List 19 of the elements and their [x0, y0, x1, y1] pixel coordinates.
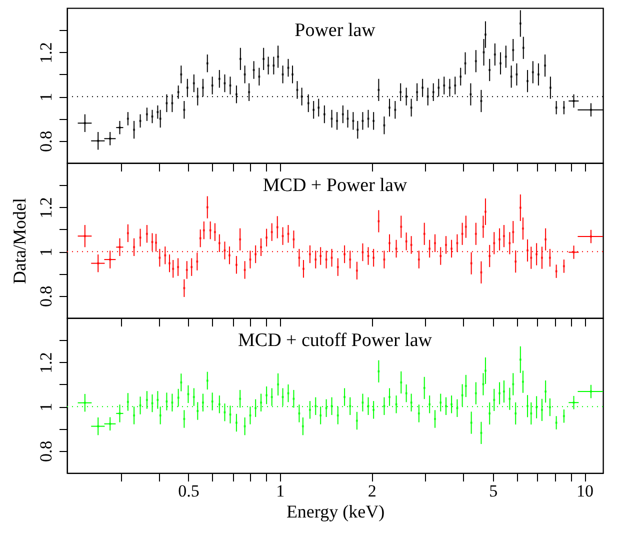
x-tick-label: 5 — [489, 482, 498, 500]
x-tick-label: 0.5 — [178, 482, 200, 500]
y-tick-label: 0.8 — [36, 286, 56, 307]
x-axis-title: Energy (keV) — [286, 502, 385, 522]
y-tick-label: 1.2 — [36, 352, 56, 374]
y-tick-label: 1.2 — [36, 197, 56, 218]
text: MCD + cutoff Power law — [238, 330, 432, 351]
y-axis-title: Data/Model — [10, 198, 30, 284]
y-tick-label: 1 — [36, 248, 56, 256]
x-tick-label: 2 — [368, 482, 376, 500]
x-tick-label: 1 — [276, 482, 285, 500]
y-tick-label: 1 — [36, 402, 56, 412]
text: Power law — [294, 20, 376, 41]
y-tick-label: 1 — [36, 92, 56, 102]
x-tick-label: 10 — [576, 482, 594, 500]
text: MCD + Power law — [262, 175, 408, 196]
y-tick-label: 0.8 — [36, 130, 56, 152]
y-tick-label: 0.8 — [36, 440, 56, 462]
y-tick-label: 1.2 — [36, 42, 56, 64]
